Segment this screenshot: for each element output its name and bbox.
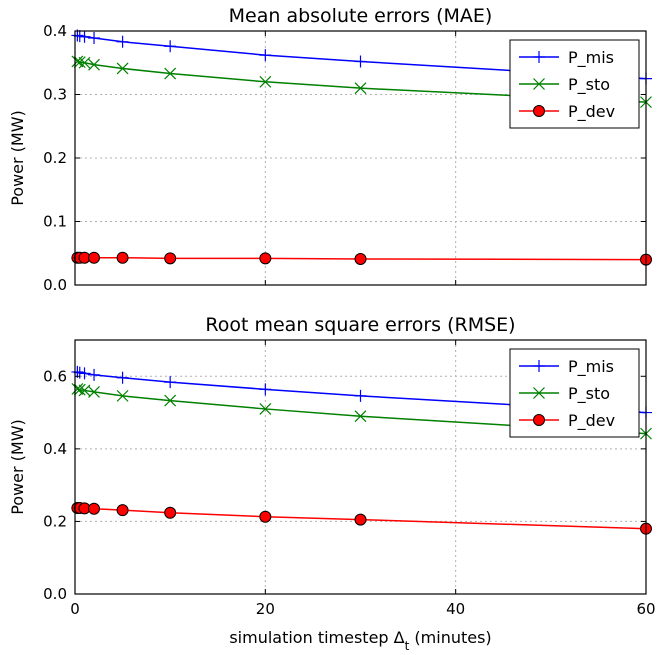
y-tick-label-0: 0.0 [43,276,67,294]
data-point-P_mis-5 [164,40,177,53]
data-point-P_sto-5 [164,394,177,407]
x-tick-label-1: 20 [256,600,275,618]
data-point-P_sto-1 [73,383,86,396]
data-point-P_dev-3 [88,251,101,264]
data-point-P_sto-3 [88,385,100,398]
chart-panel-0: 0.0 0.1 0.2 0.3 0.4 Mean absolute errors (MAE… [8,5,652,294]
data-point-P_mis-6 [259,49,272,62]
legend-marker-P_sto [533,387,545,399]
chart-title: Root mean square errors (RMSE) [205,314,515,336]
data-point-P_dev-6 [259,252,272,265]
data-point-P_dev-4 [116,504,129,517]
x-tick-label-2: 40 [446,600,465,618]
legend-marker-P_dev [533,105,545,117]
data-point-P_sto-7 [354,82,367,95]
legend-label-P_mis: P_mis [568,48,614,68]
legend-label-P_sto: P_sto [568,384,610,404]
data-point-P_sto-0 [71,55,84,68]
plot-frame [74,339,647,595]
data-point-P_sto-6 [259,75,272,88]
x-tick-label-3: 60 [636,600,655,618]
y-tick-label-1: 0.2 [43,512,67,530]
y-tick-label-0: 0.0 [43,585,67,603]
data-point-P_dev-4 [116,251,129,264]
legend-marker-P_dev [533,414,545,426]
data-point-P_sto-0 [71,383,84,395]
legend-label-P_sto: P_sto [568,75,610,95]
data-point-P_mis-7 [354,55,367,68]
legend-marker-P_sto [533,78,545,90]
data-point-P_mis-5 [164,376,177,389]
data-point-P_mis-1 [73,30,86,43]
data-point-P_mis-4 [116,371,129,384]
legend-label-P_dev: P_dev [568,102,615,122]
data-point-P_sto-7 [354,410,367,423]
legend-label-P_mis: P_mis [568,357,614,377]
data-point-P_sto-4 [116,389,129,402]
legend-marker-P_mis [533,51,545,63]
data-point-P_sto-3 [88,58,100,71]
data-point-P_sto-6 [259,403,272,415]
data-point-P_mis-3 [88,368,101,381]
data-point-P_mis-4 [116,35,129,48]
data-point-P_mis-3 [88,31,101,44]
x-tick-label-0: 0 [70,600,80,618]
y-tick-label-2: 0.4 [43,440,67,458]
data-point-P_mis-2 [78,30,91,43]
data-point-P_sto-4 [116,62,129,75]
data-point-P_sto-5 [164,67,177,80]
chart-title: Mean absolute errors (MAE) [229,5,493,27]
y-tick-label-1: 0.1 [43,213,67,231]
data-point-P_dev-5 [164,252,177,265]
legend-marker-P_mis [533,360,545,372]
y-tick-label-3: 0.6 [43,367,67,385]
data-point-P_sto-2 [78,56,91,69]
data-point-P_mis-7 [354,389,367,402]
data-point-P_dev-6 [259,510,272,523]
data-point-P_mis-6 [259,383,272,396]
data-point-P_dev-7 [354,252,367,265]
data-point-P_mis-2 [78,367,91,380]
chart-panel-1: 0 20 40 60 0.0 0.2 0.4 0.6 Root mean square erro… [8,314,656,653]
legend-label-P_dev: P_dev [568,411,615,431]
data-point-P_dev-3 [88,502,101,515]
x-axis-label: simulation timestep Δt (minutes) [229,628,491,653]
y-tick-label-4: 0.4 [43,22,67,40]
data-point-P_dev-5 [164,506,177,519]
data-point-P_sto-1 [73,56,86,69]
y-axis-label: Power (MW) [8,110,27,206]
y-axis-label: Power (MW) [8,419,27,515]
data-point-P_dev-7 [354,513,367,526]
y-tick-label-2: 0.2 [43,149,67,167]
y-tick-label-3: 0.3 [43,86,67,104]
